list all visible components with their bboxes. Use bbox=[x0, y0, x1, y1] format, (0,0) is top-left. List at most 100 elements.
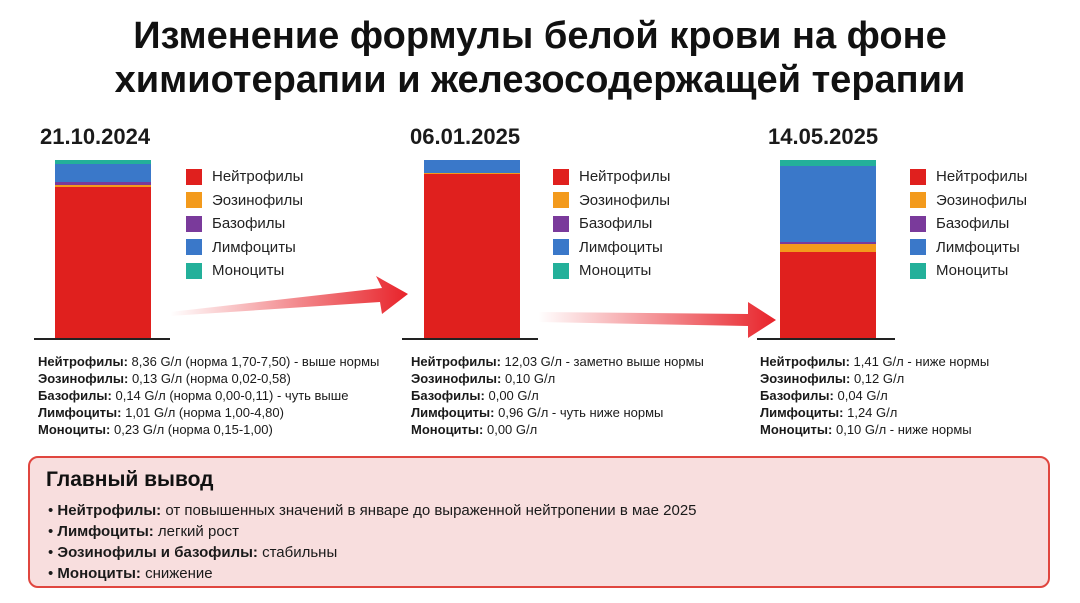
stat-value: 0,04 G/л bbox=[833, 388, 888, 403]
legend-swatch bbox=[553, 215, 569, 232]
stat-line: Базофилы: 0,04 G/л bbox=[760, 387, 989, 404]
bar-segment-lymphocytes bbox=[780, 166, 876, 242]
legend-swatch bbox=[186, 168, 202, 185]
bar-segment-eosinophils bbox=[780, 244, 876, 252]
legend-label: Нейтрофилы bbox=[936, 168, 1028, 186]
legend-label: Моноциты bbox=[936, 262, 1009, 280]
conclusion-item: • Нейтрофилы: от повышенных значений в я… bbox=[48, 500, 697, 521]
stat-value: 0,10 G/л bbox=[501, 371, 556, 386]
legend-label: Моноциты bbox=[212, 262, 285, 280]
stat-value: 0,00 G/л bbox=[484, 388, 539, 403]
legend-label: Нейтрофилы bbox=[579, 168, 671, 186]
panel-stats: Нейтрофилы: 8,36 G/л (норма 1,70-7,50) -… bbox=[38, 353, 379, 438]
conclusion-item-name: Нейтрофилы: bbox=[57, 502, 162, 519]
bar-segment-lymphocytes bbox=[424, 160, 520, 174]
panel-stats: Нейтрофилы: 1,41 G/л - ниже нормы Эозиноф… bbox=[760, 353, 989, 438]
chart-baseline bbox=[757, 338, 895, 340]
bar-segment-basophils bbox=[55, 182, 151, 185]
legend-label: Эозинофилы bbox=[212, 191, 304, 209]
stat-value: 8,36 G/л (норма 1,70-7,50) - выше нормы bbox=[127, 354, 380, 369]
legend-item-lymphocytes: Лимфоциты bbox=[186, 236, 303, 260]
stat-value: 1,01 G/л (норма 1,00-4,80) bbox=[121, 405, 284, 420]
conclusion-item-text: стабильны bbox=[257, 544, 338, 561]
bar-segment-monocytes bbox=[780, 160, 876, 167]
conclusion-item-name: Моноциты: bbox=[57, 565, 141, 582]
conclusion-title: Главный вывод bbox=[46, 468, 214, 491]
bar-segment-eosinophils bbox=[424, 173, 520, 175]
stat-line: Нейтрофилы: 12,03 G/л - заметно выше нор… bbox=[411, 353, 704, 370]
legend-swatch bbox=[186, 239, 202, 256]
legend-item-monocytes: Моноциты bbox=[553, 259, 670, 283]
conclusion-box: Главный вывод • Нейтрофилы: от повышенны… bbox=[28, 456, 1050, 588]
stat-line: Моноциты: 0,10 G/л - ниже нормы bbox=[760, 421, 989, 438]
legend-item-basophils: Базофилы bbox=[553, 212, 670, 236]
stat-name: Эозинофилы: bbox=[38, 371, 129, 386]
legend-swatch bbox=[910, 192, 926, 209]
bar-segment-neutrophils bbox=[780, 251, 876, 338]
legend-swatch bbox=[910, 239, 926, 256]
conclusion-item: • Лимфоциты: легкий рост bbox=[48, 521, 697, 542]
legend-label: Нейтрофилы bbox=[212, 168, 304, 186]
conclusion-item: • Моноциты: снижение bbox=[48, 563, 697, 584]
conclusion-item-name: Эозинофилы и базофилы: bbox=[57, 544, 258, 561]
stat-name: Моноциты: bbox=[411, 422, 484, 437]
stat-line: Лимфоциты: 1,01 G/л (норма 1,00-4,80) bbox=[38, 404, 379, 421]
legend: Нейтрофилы Эозинофилы Базофилы Лимфоциты Мон… bbox=[910, 165, 1027, 283]
chart-baseline bbox=[34, 338, 170, 340]
panel-date: 14.05.2025 bbox=[768, 124, 879, 149]
stat-name: Базофилы: bbox=[411, 388, 485, 403]
legend-label: Лимфоциты bbox=[579, 238, 663, 256]
legend-item-lymphocytes: Лимфоциты bbox=[553, 236, 670, 260]
stat-line: Эозинофилы: 0,10 G/л bbox=[411, 370, 704, 387]
legend-label: Лимфоциты bbox=[212, 238, 296, 256]
legend-item-lymphocytes: Лимфоциты bbox=[910, 236, 1027, 260]
stat-name: Моноциты: bbox=[38, 422, 111, 437]
stat-value: 12,03 G/л - заметно выше нормы bbox=[500, 354, 704, 369]
stat-value: 0,12 G/л bbox=[850, 371, 905, 386]
legend-item-basophils: Базофилы bbox=[186, 212, 303, 236]
legend-swatch bbox=[553, 168, 569, 185]
conclusion-item-text: от повышенных значений в январе до выраж… bbox=[161, 502, 697, 519]
conclusion-list: • Нейтрофилы: от повышенных значений в я… bbox=[48, 500, 697, 584]
legend-label: Базофилы bbox=[212, 215, 286, 233]
stat-name: Нейтрофилы: bbox=[760, 354, 850, 369]
legend-label: Эозинофилы bbox=[579, 191, 671, 209]
conclusion-item-text: снижение bbox=[140, 565, 213, 582]
panel-date: 21.10.2024 bbox=[40, 124, 151, 149]
legend: Нейтрофилы Эозинофилы Базофилы Лимфоциты Мон… bbox=[186, 165, 303, 283]
arrow-icon-2 bbox=[538, 302, 776, 338]
conclusion-item: • Эозинофилы и базофилы: стабильны bbox=[48, 542, 697, 563]
stat-value: 0,96 G/л - чуть ниже нормы bbox=[494, 405, 664, 420]
legend-swatch bbox=[186, 192, 202, 209]
stat-line: Нейтрофилы: 8,36 G/л (норма 1,70-7,50) -… bbox=[38, 353, 379, 370]
stat-value: 0,00 G/л bbox=[483, 422, 538, 437]
legend-swatch bbox=[910, 215, 926, 232]
legend-swatch bbox=[186, 262, 202, 279]
title-line-2: химиотерапии и железосодержащей терапии bbox=[114, 59, 966, 101]
title-line-1: Изменение формулы белой крови на фоне bbox=[133, 15, 947, 57]
legend: Нейтрофилы Эозинофилы Базофилы Лимфоциты Мон… bbox=[553, 165, 670, 283]
stat-line: Лимфоциты: 0,96 G/л - чуть ниже нормы bbox=[411, 404, 704, 421]
stat-name: Нейтрофилы: bbox=[38, 354, 128, 369]
stat-name: Лимфоциты: bbox=[38, 405, 122, 420]
conclusion-item-text: легкий рост bbox=[153, 523, 240, 540]
bar-segment-lymphocytes bbox=[55, 164, 151, 183]
legend-item-neutrophils: Нейтрофилы bbox=[186, 165, 303, 189]
stat-name: Нейтрофилы: bbox=[411, 354, 501, 369]
legend-swatch bbox=[910, 262, 926, 279]
stat-value: 0,23 G/л (норма 0,15-1,00) bbox=[110, 422, 273, 437]
stat-value: 1,41 G/л - ниже нормы bbox=[849, 354, 990, 369]
legend-swatch bbox=[553, 192, 569, 209]
conclusion-item-name: Лимфоциты: bbox=[57, 523, 154, 540]
legend-swatch bbox=[910, 168, 926, 185]
stat-name: Базофилы: bbox=[760, 388, 834, 403]
legend-label: Базофилы bbox=[579, 215, 653, 233]
stat-value: 1,24 G/л bbox=[843, 405, 898, 420]
stat-name: Лимфоциты: bbox=[411, 405, 495, 420]
bar-segment-basophils bbox=[780, 241, 876, 245]
legend-label: Лимфоциты bbox=[936, 238, 1020, 256]
legend-item-eosinophils: Эозинофилы bbox=[553, 189, 670, 213]
legend-item-neutrophils: Нейтрофилы bbox=[553, 165, 670, 189]
stat-line: Базофилы: 0,14 G/л (норма 0,00-0,11) - ч… bbox=[38, 387, 379, 404]
bar-segment-monocytes bbox=[55, 160, 151, 165]
